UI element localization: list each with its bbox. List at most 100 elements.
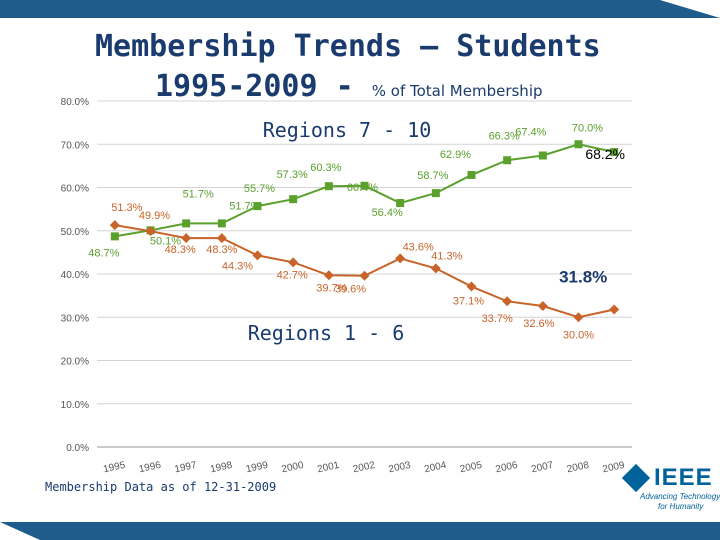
data-label: 62.9% (440, 149, 471, 161)
data-point-marker (359, 270, 370, 281)
slide-title-line1: Membership Trends – Students (95, 29, 601, 64)
data-label: 42.7% (277, 269, 308, 281)
data-label: 30.0% (563, 329, 594, 341)
data-label: 68.2% (585, 146, 625, 162)
x-tick-label: 2008 (566, 460, 590, 475)
bottom-banner-cut (0, 522, 40, 540)
ieee-tagline-1: Advancing Technology (640, 492, 720, 501)
data-point-marker (217, 219, 226, 228)
data-point-marker (502, 296, 513, 307)
ieee-diamond-icon (621, 463, 651, 493)
x-tick-label: 1996 (138, 460, 162, 475)
data-label: 39.6% (335, 284, 366, 296)
data-point-marker (182, 219, 191, 228)
data-point-marker (145, 226, 156, 237)
data-point-marker (395, 253, 406, 264)
data-point-marker (538, 151, 547, 160)
top-banner-cut (660, 0, 720, 18)
data-point-marker (288, 257, 299, 268)
data-point-marker (360, 181, 369, 190)
data-label: 70.0% (572, 122, 603, 134)
data-label: 48.7% (88, 247, 119, 259)
top-banner (0, 0, 720, 18)
x-tick-label: 2002 (352, 460, 376, 475)
x-tick-label: 2001 (316, 460, 340, 475)
title-subtitle: % of Total Membership (371, 82, 543, 100)
data-point-marker (323, 270, 334, 281)
data-label: 58.7% (417, 170, 448, 182)
y-tick-label: 0.0% (66, 443, 89, 454)
slide-title-line2: 1995-2009 - % of Total Membership (155, 68, 543, 110)
x-tick-label: 1997 (174, 460, 198, 475)
data-point-marker (252, 250, 263, 261)
data-point-marker (253, 202, 262, 211)
data-label: 32.6% (523, 318, 554, 330)
data-label: 43.6% (403, 241, 434, 253)
data-point-marker (430, 263, 441, 274)
data-point-marker (610, 148, 619, 157)
data-label: 60.3% (310, 162, 341, 174)
x-tick-label: 2003 (388, 460, 412, 475)
x-tick-label: 2006 (495, 460, 519, 475)
data-point-marker (109, 220, 120, 231)
data-label: 60.4% (347, 182, 378, 194)
x-tick-label: 2005 (459, 460, 483, 475)
y-tick-label: 20.0% (61, 357, 89, 368)
data-point-marker (609, 304, 620, 315)
series-annotation: Regions 1 - 6 (248, 321, 405, 345)
title-years: 1995-2009 - (155, 69, 354, 104)
data-point-marker (396, 199, 405, 208)
data-label: 66.3% (489, 130, 520, 142)
bottom-banner (0, 522, 720, 540)
data-label: 41.3% (431, 250, 462, 262)
data-label: 50.1% (150, 235, 181, 247)
data-label: 31.8% (559, 267, 607, 286)
data-point-marker (181, 233, 192, 244)
x-tick-label: 1995 (102, 460, 126, 475)
y-tick-label: 80.0% (61, 97, 89, 108)
data-label: 51.7% (183, 188, 214, 200)
data-label: 55.7% (244, 183, 275, 195)
data-point-marker (574, 140, 583, 149)
data-point-marker (537, 301, 548, 312)
x-tick-label: 2004 (423, 460, 447, 475)
data-label: 56.4% (372, 207, 403, 219)
footnote: Membership Data as of 12-31-2009 (45, 480, 277, 494)
data-point-marker (466, 281, 477, 292)
data-label: 57.3% (277, 169, 308, 181)
x-tick-label: 2007 (530, 460, 554, 475)
data-label: 48.3% (206, 244, 237, 256)
data-label: 44.3% (222, 260, 253, 272)
x-tick-label: 2000 (281, 460, 305, 475)
data-point-marker (431, 189, 440, 198)
y-tick-label: 30.0% (61, 313, 89, 324)
ieee-wordmark: IEEE (654, 464, 713, 491)
data-point-marker (110, 232, 119, 241)
data-label: 51.7% (229, 200, 260, 212)
ieee-logo: IEEE Advancing Technology for Humanity (618, 463, 720, 514)
data-point-marker (324, 182, 333, 191)
ieee-tagline-2: for Humanity (658, 502, 704, 511)
y-tick-label: 60.0% (61, 184, 89, 195)
data-label: 67.4% (515, 126, 546, 138)
y-tick-label: 10.0% (61, 400, 89, 411)
x-tick-label: 1999 (245, 460, 269, 475)
x-tick-label: 1998 (209, 460, 233, 475)
data-point-marker (503, 156, 512, 165)
data-label: 37.1% (453, 296, 484, 308)
data-label: 49.9% (139, 210, 170, 222)
y-tick-label: 50.0% (61, 227, 89, 238)
data-point-marker (467, 170, 476, 179)
data-point-marker (216, 233, 227, 244)
data-label: 33.7% (482, 313, 513, 325)
data-label: 51.3% (111, 202, 142, 214)
data-label: 39.7% (316, 282, 347, 294)
series-annotation: Regions 7 - 10 (263, 118, 432, 142)
x-tick-label: 2009 (602, 460, 626, 475)
data-point-marker (573, 312, 584, 323)
data-label: 48.3% (165, 244, 196, 256)
y-tick-label: 40.0% (61, 270, 89, 281)
data-point-marker (289, 195, 298, 204)
y-tick-label: 70.0% (61, 140, 89, 151)
